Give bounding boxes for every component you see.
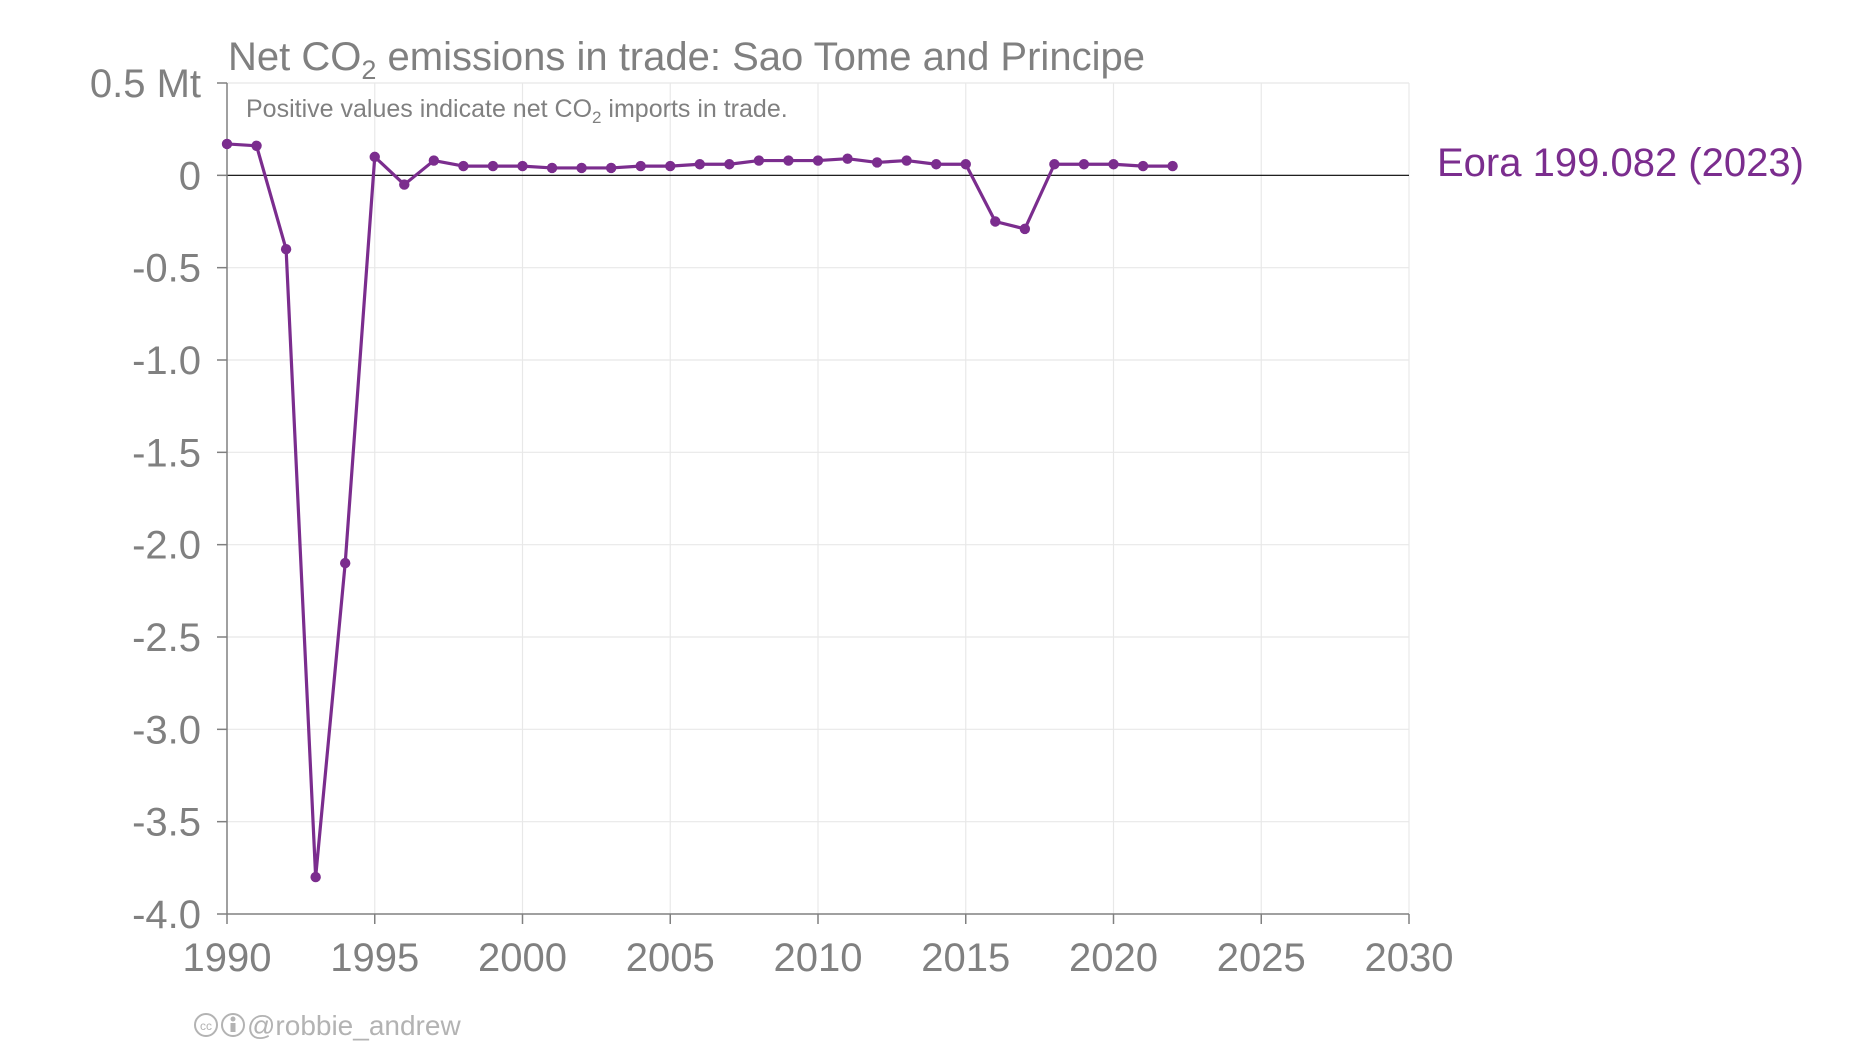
grid [227,82,1410,914]
data-point [369,151,380,163]
y-tick-label: 0 [179,154,201,198]
data-point [428,155,440,166]
x-tick-label: 2015 [921,936,1010,980]
x-tick-label: 2010 [774,936,863,980]
data-point [1019,223,1031,235]
data-point [1137,160,1149,172]
y-tick-label: 0.5 Mt [90,62,201,106]
data-point [665,160,676,172]
data-point [842,153,853,164]
y-tick-label: -4.0 [132,893,201,937]
data-point [812,155,824,166]
cc-icon: cc [194,1013,218,1037]
series-line-eora [226,142,1173,879]
data-point [635,160,646,172]
y-tick-label: -1.5 [132,431,201,475]
credit-handle: @robbie_andrew [247,1010,461,1041]
x-axis-ticks: 1990 1995 2000 2005 2010 2015 2020 2025 2030 [183,914,1454,980]
data-point [783,155,794,166]
data-point [901,155,912,166]
y-tick-label: -0.5 [132,247,201,291]
data-point [694,159,705,170]
data-point [399,179,410,190]
svg-text:cc: cc [200,1019,212,1033]
chart-subtitle: Positive values indicate net CO2 imports… [246,95,788,127]
data-point [458,160,469,172]
y-tick-label: -2.0 [132,524,201,568]
by-icon [221,1013,245,1037]
data-point [605,162,617,174]
data-point [546,162,558,174]
chart-title: Net CO2 emissions in trade: Sao Tome and… [228,35,1145,85]
x-tick-label: 2030 [1365,936,1454,980]
y-axis-ticks: 0.5 Mt 0 -0.5 -1.0 -1.5 -2.0 -2.5 -3.0 -3.5 -4.0 [90,62,227,937]
data-point [517,160,528,172]
x-tick-label: 1990 [183,936,272,980]
x-tick-label: 2000 [478,936,567,980]
y-tick-label: -2.5 [132,616,201,660]
data-point [1049,159,1060,170]
series-layer: Eora 199.082 (2023) [221,138,1804,883]
data-point [576,162,587,174]
data-point [1167,160,1178,172]
data-point [931,159,942,170]
data-point [871,157,883,168]
data-point [1078,159,1090,170]
data-point [990,216,1001,227]
y-tick-label: -1.0 [132,339,201,383]
y-tick-label: -3.0 [132,708,201,752]
data-point [340,557,351,569]
credit: cc @robbie_andrew [194,1010,461,1041]
data-point [724,159,735,170]
x-tick-label: 1995 [330,936,419,980]
data-point [310,871,321,883]
x-tick-label: 2020 [1069,936,1158,980]
series-label-eora: Eora 199.082 (2023) [1437,141,1804,185]
data-point [960,159,971,170]
x-tick-label: 2025 [1217,936,1306,980]
data-point [487,160,499,172]
x-tick-label: 2005 [626,936,715,980]
data-point [753,155,765,166]
data-point [251,140,262,151]
data-point [221,138,233,150]
data-point [1108,159,1119,170]
data-point [280,244,292,255]
y-tick-label: -3.5 [132,801,201,845]
